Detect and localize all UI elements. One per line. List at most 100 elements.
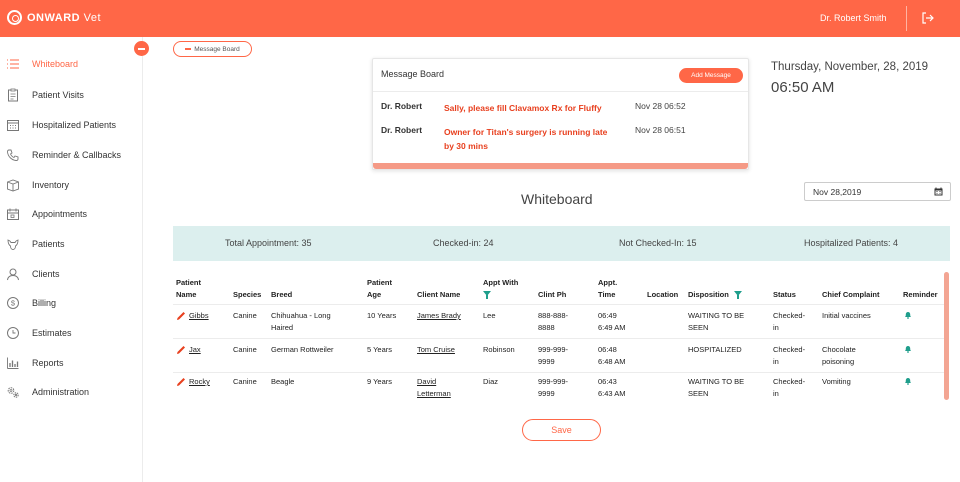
patient-name-link[interactable]: Jax bbox=[189, 345, 201, 354]
reminder-bell-icon[interactable] bbox=[904, 345, 912, 353]
reminder-bell-icon[interactable] bbox=[904, 311, 912, 319]
appt-time-cell: 06:48 6:48 AM bbox=[598, 345, 626, 366]
not-checked-in-count: Not Checked-In: 15 bbox=[619, 238, 697, 248]
column-header-client-phone[interactable]: Clint Ph bbox=[538, 290, 567, 299]
phone-icon bbox=[6, 148, 20, 162]
page-title: Whiteboard bbox=[521, 191, 593, 207]
sidebar-item-hospitalized-patients[interactable]: Hospitalized Patients bbox=[0, 113, 143, 137]
divider bbox=[173, 338, 944, 339]
save-button[interactable]: Save bbox=[522, 419, 601, 441]
dollar-icon: $ bbox=[6, 296, 20, 310]
phone-cell: 888-888- 8888 bbox=[538, 311, 569, 332]
status-cell: Checked-in bbox=[773, 377, 806, 398]
sidebar-item-administration[interactable]: Administration bbox=[0, 380, 143, 404]
patient-name-link[interactable]: Rocky bbox=[189, 377, 210, 386]
message-board-toggle-button[interactable]: Message Board bbox=[173, 41, 252, 57]
edit-pencil-icon[interactable] bbox=[176, 311, 186, 321]
message-time: Nov 28 06:52 bbox=[635, 101, 686, 111]
species-cell: Canine bbox=[233, 311, 257, 320]
calendar-icon[interactable] bbox=[934, 187, 943, 196]
sidebar-item-patients[interactable]: Patients bbox=[0, 232, 143, 256]
column-header-breed[interactable]: Breed bbox=[271, 290, 293, 299]
phone-cell: 999-999- 9999 bbox=[538, 377, 569, 398]
column-header-patient-name[interactable]: Patient Name bbox=[176, 278, 202, 299]
sidebar-item-label: Patients bbox=[32, 239, 65, 249]
age-cell: 10 Years bbox=[367, 311, 397, 320]
column-header-appt-with[interactable]: Appt With bbox=[483, 277, 518, 301]
logout-icon[interactable] bbox=[921, 11, 935, 25]
top-bar: ONWARD Vet Dr. Robert Smith bbox=[0, 0, 960, 37]
divider bbox=[173, 372, 944, 373]
phone-cell: 999-999- 9999 bbox=[538, 345, 569, 366]
column-header-appt-time[interactable]: Appt. Time bbox=[598, 278, 618, 299]
sidebar-item-appointments[interactable]: Appointments bbox=[0, 202, 143, 226]
table-scrollbar[interactable] bbox=[944, 272, 949, 400]
sidebar: Whiteboard Patient Visits Hospitalized P… bbox=[0, 37, 143, 482]
client-name-link[interactable]: David Letterman bbox=[417, 377, 451, 398]
add-message-button[interactable]: Add Message bbox=[679, 68, 743, 83]
message-board-scrollbar[interactable] bbox=[373, 163, 748, 169]
column-header-disposition[interactable]: Disposition bbox=[688, 289, 742, 301]
message-time: Nov 28 06:51 bbox=[635, 125, 686, 135]
sidebar-item-label: Administration bbox=[32, 387, 90, 397]
box-icon bbox=[6, 178, 20, 192]
filter-icon[interactable] bbox=[733, 291, 742, 299]
sidebar-item-label: Billing bbox=[32, 298, 57, 308]
collapse-sidebar-button[interactable] bbox=[134, 41, 149, 56]
column-header-chief-complaint[interactable]: Chief Complaint bbox=[822, 290, 880, 299]
column-header-species[interactable]: Species bbox=[233, 290, 262, 299]
client-name-link[interactable]: Tom Cruise bbox=[417, 345, 455, 354]
current-date: Thursday, November, 28, 2019 bbox=[771, 61, 929, 73]
divider bbox=[173, 304, 944, 305]
sidebar-item-inventory[interactable]: Inventory bbox=[0, 173, 143, 197]
message-sender: Dr. Robert bbox=[381, 101, 423, 111]
user-name[interactable]: Dr. Robert Smith bbox=[820, 13, 887, 23]
column-header-location[interactable]: Location bbox=[647, 290, 679, 299]
sidebar-item-billing[interactable]: $ Billing bbox=[0, 291, 143, 315]
edit-pencil-icon[interactable] bbox=[176, 377, 186, 387]
sidebar-item-estimates[interactable]: Estimates bbox=[0, 321, 143, 345]
edit-pencil-icon[interactable] bbox=[176, 345, 186, 355]
column-header-client-name[interactable]: Client Name bbox=[417, 290, 461, 299]
list-icon bbox=[6, 57, 20, 71]
hospitalized-count: Hospitalized Patients: 4 bbox=[804, 238, 899, 248]
message-board-card: Message Board Add Message Dr. Robert Sal… bbox=[372, 58, 749, 170]
message-text[interactable]: Owner for Titan's surgery is running lat… bbox=[444, 127, 608, 151]
patient-name-link[interactable]: Gibbs bbox=[189, 311, 209, 320]
column-header-status[interactable]: Status bbox=[773, 290, 796, 299]
sidebar-item-label: Appointments bbox=[32, 209, 88, 219]
checked-in-count: Checked-in: 24 bbox=[433, 238, 494, 248]
sidebar-item-reminder-callbacks[interactable]: Reminder & Callbacks bbox=[0, 143, 143, 167]
disposition-cell: HOSPITALIZED bbox=[688, 345, 742, 354]
current-time: 06:50 AM bbox=[771, 79, 835, 96]
sidebar-item-label: Estimates bbox=[32, 328, 72, 338]
date-picker-input[interactable]: Nov 28,2019 bbox=[804, 182, 951, 201]
breed-cell: German Rottweiler bbox=[271, 345, 334, 354]
gears-icon bbox=[6, 385, 20, 399]
message-board-toggle-label: Message Board bbox=[194, 45, 240, 53]
status-cell: Checked-in bbox=[773, 345, 806, 366]
sidebar-item-patient-visits[interactable]: Patient Visits bbox=[0, 83, 143, 107]
column-header-reminder[interactable]: Reminder bbox=[903, 290, 938, 299]
header-divider bbox=[906, 6, 907, 31]
sidebar-item-clients[interactable]: Clients bbox=[0, 262, 143, 286]
logo-icon bbox=[7, 10, 22, 25]
age-cell: 5 Years bbox=[367, 345, 393, 354]
reminder-bell-icon[interactable] bbox=[904, 377, 912, 385]
chief-complaint-cell: Initial vaccines bbox=[822, 311, 871, 320]
client-name-link[interactable]: James Brady bbox=[417, 311, 461, 320]
date-picker-value: Nov 28,2019 bbox=[813, 187, 862, 197]
logo-text: ONWARD Vet bbox=[27, 11, 102, 24]
app-logo[interactable]: ONWARD Vet bbox=[7, 10, 101, 25]
age-cell: 9 Years bbox=[367, 377, 393, 386]
column-header-patient-age[interactable]: Patient Age bbox=[367, 278, 393, 299]
message-text[interactable]: Sally, please fill Clavamox Rx for Fluff… bbox=[444, 103, 602, 113]
sidebar-item-label: Patient Visits bbox=[32, 90, 84, 100]
filter-icon[interactable] bbox=[483, 291, 491, 299]
clipboard-icon bbox=[6, 88, 20, 102]
appt-time-cell: 06:43 6:43 AM bbox=[598, 377, 626, 398]
sidebar-item-label: Whiteboard bbox=[32, 59, 79, 69]
appt-with-cell: Lee bbox=[483, 311, 496, 320]
sidebar-item-whiteboard[interactable]: Whiteboard bbox=[0, 52, 143, 76]
sidebar-item-reports[interactable]: Reports bbox=[0, 351, 143, 375]
